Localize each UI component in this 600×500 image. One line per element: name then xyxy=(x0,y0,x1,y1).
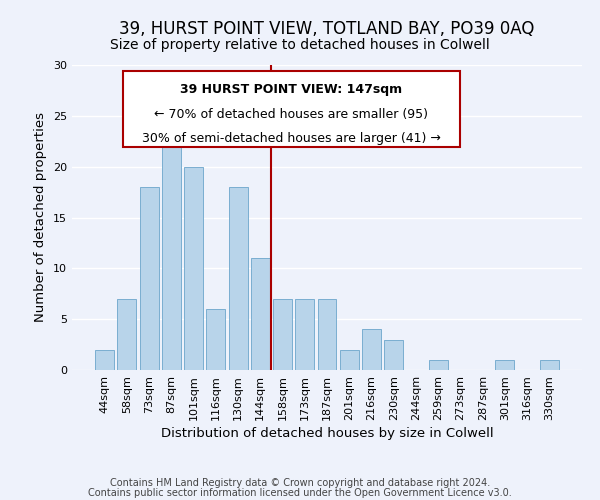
Bar xyxy=(162,136,181,370)
Text: Contains public sector information licensed under the Open Government Licence v3: Contains public sector information licen… xyxy=(88,488,512,498)
Bar xyxy=(496,360,514,370)
Bar xyxy=(362,330,381,370)
Y-axis label: Number of detached properties: Number of detached properties xyxy=(34,112,47,322)
Text: 39 HURST POINT VIEW: 147sqm: 39 HURST POINT VIEW: 147sqm xyxy=(180,84,403,96)
Bar xyxy=(140,187,158,370)
Bar xyxy=(229,187,248,370)
FancyBboxPatch shape xyxy=(123,71,460,148)
Bar xyxy=(317,299,337,370)
X-axis label: Distribution of detached houses by size in Colwell: Distribution of detached houses by size … xyxy=(161,427,493,440)
Text: Contains HM Land Registry data © Crown copyright and database right 2024.: Contains HM Land Registry data © Crown c… xyxy=(110,478,490,488)
Bar xyxy=(251,258,270,370)
Bar xyxy=(273,299,292,370)
Text: ← 70% of detached houses are smaller (95): ← 70% of detached houses are smaller (95… xyxy=(154,108,428,120)
Title: 39, HURST POINT VIEW, TOTLAND BAY, PO39 0AQ: 39, HURST POINT VIEW, TOTLAND BAY, PO39 … xyxy=(119,20,535,38)
Text: 30% of semi-detached houses are larger (41) →: 30% of semi-detached houses are larger (… xyxy=(142,132,441,145)
Bar xyxy=(118,299,136,370)
Bar xyxy=(295,299,314,370)
Bar xyxy=(540,360,559,370)
Bar xyxy=(95,350,114,370)
Bar xyxy=(184,166,203,370)
Bar xyxy=(206,309,225,370)
Bar xyxy=(429,360,448,370)
Bar xyxy=(340,350,359,370)
Bar xyxy=(384,340,403,370)
Text: Size of property relative to detached houses in Colwell: Size of property relative to detached ho… xyxy=(110,38,490,52)
